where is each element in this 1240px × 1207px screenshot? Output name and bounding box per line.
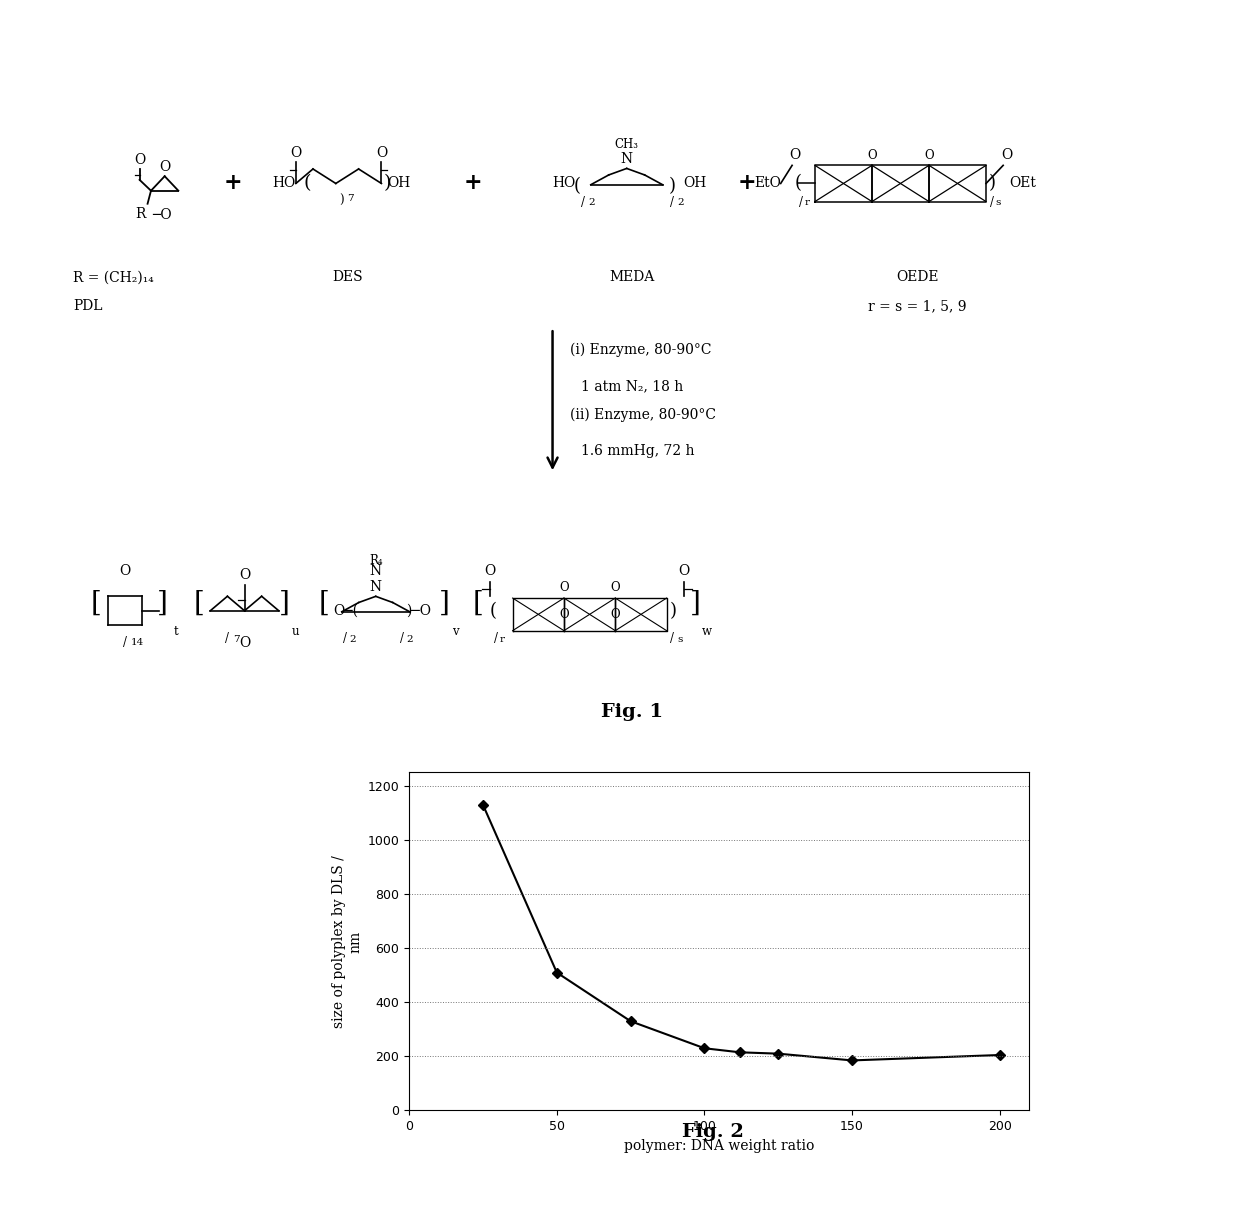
Text: s: s xyxy=(996,198,1001,206)
Text: 2: 2 xyxy=(350,635,356,643)
Text: ]: ] xyxy=(439,590,450,617)
Text: O: O xyxy=(239,567,250,582)
Text: O: O xyxy=(119,564,130,578)
Text: [: [ xyxy=(319,590,330,617)
Text: ]: ] xyxy=(689,590,701,617)
Text: [: [ xyxy=(91,590,102,617)
Text: O: O xyxy=(376,146,387,159)
Text: ): ) xyxy=(383,175,391,192)
Text: ─O: ─O xyxy=(153,208,172,222)
Text: /: / xyxy=(990,197,993,210)
Text: 1.6 mmHg, 72 h: 1.6 mmHg, 72 h xyxy=(582,444,694,459)
Text: /: / xyxy=(226,632,229,646)
Text: R₄: R₄ xyxy=(370,554,382,567)
Text: +: + xyxy=(223,173,243,194)
Text: 7: 7 xyxy=(233,635,239,643)
Text: ): ) xyxy=(988,175,996,192)
X-axis label: polymer: DNA weight ratio: polymer: DNA weight ratio xyxy=(624,1138,815,1153)
Text: r: r xyxy=(500,635,505,643)
Text: O: O xyxy=(134,153,145,167)
Text: HO: HO xyxy=(273,176,296,191)
Text: O: O xyxy=(559,582,569,595)
Text: 2: 2 xyxy=(677,198,683,206)
Text: O: O xyxy=(239,636,250,651)
Text: (: ( xyxy=(574,176,582,194)
Text: ]: ] xyxy=(157,590,167,617)
Text: +: + xyxy=(464,173,482,194)
Text: OH: OH xyxy=(683,176,707,191)
Text: /: / xyxy=(401,632,404,646)
Text: /: / xyxy=(494,632,497,646)
Text: (i) Enzyme, 80-90°C: (i) Enzyme, 80-90°C xyxy=(569,343,712,357)
Text: /: / xyxy=(343,632,347,646)
Text: O: O xyxy=(678,564,689,578)
Text: N: N xyxy=(621,152,632,167)
Text: O: O xyxy=(290,146,301,159)
Text: [: [ xyxy=(193,590,205,617)
Text: (: ( xyxy=(490,602,497,619)
Text: O: O xyxy=(484,564,496,578)
Text: ]: ] xyxy=(279,590,290,617)
Text: ): ) xyxy=(670,602,677,619)
Text: 7: 7 xyxy=(347,194,353,203)
Text: DES: DES xyxy=(332,270,362,285)
Text: (: ( xyxy=(795,175,801,192)
Text: /: / xyxy=(582,197,585,210)
Text: N: N xyxy=(370,564,382,578)
Y-axis label: size of polyplex by DLS /
nm: size of polyplex by DLS / nm xyxy=(332,855,362,1028)
Text: (ii) Enzyme, 80-90°C: (ii) Enzyme, 80-90°C xyxy=(569,408,715,422)
Text: Fig. 1: Fig. 1 xyxy=(601,704,663,721)
Text: 1 atm N₂, 18 h: 1 atm N₂, 18 h xyxy=(582,379,683,393)
Text: 2: 2 xyxy=(407,635,413,643)
Text: O: O xyxy=(610,582,620,595)
Text: ): ) xyxy=(340,194,343,208)
Text: 14: 14 xyxy=(130,639,144,647)
Text: O: O xyxy=(789,147,800,162)
Text: r = s = 1, 5, 9: r = s = 1, 5, 9 xyxy=(868,299,967,314)
Text: )─O: )─O xyxy=(407,604,432,618)
Text: /: / xyxy=(671,197,675,210)
Text: O: O xyxy=(559,608,569,620)
Text: MEDA: MEDA xyxy=(610,270,655,285)
Text: O: O xyxy=(610,608,620,620)
Text: O: O xyxy=(924,148,934,162)
Text: /: / xyxy=(800,197,804,210)
Text: OEt: OEt xyxy=(1009,176,1035,191)
Text: O: O xyxy=(1001,147,1012,162)
Text: v: v xyxy=(453,625,459,639)
Text: Fig. 2: Fig. 2 xyxy=(682,1123,744,1141)
Text: u: u xyxy=(293,625,300,639)
Text: O: O xyxy=(159,159,170,174)
Text: HO: HO xyxy=(552,176,575,191)
Text: s: s xyxy=(677,635,682,643)
Text: w: w xyxy=(702,625,712,639)
Text: PDL: PDL xyxy=(73,299,103,314)
Text: N: N xyxy=(370,581,382,594)
Text: O─(: O─( xyxy=(334,604,358,618)
Text: +: + xyxy=(737,173,756,194)
Text: [: [ xyxy=(472,590,484,617)
Text: t: t xyxy=(174,625,179,639)
Text: CH₃: CH₃ xyxy=(615,138,639,151)
Text: /: / xyxy=(123,636,126,649)
Text: R: R xyxy=(135,206,145,221)
Text: /: / xyxy=(671,632,675,646)
Text: OH: OH xyxy=(387,176,410,191)
Text: OEDE: OEDE xyxy=(897,270,939,285)
Text: EtO: EtO xyxy=(754,176,781,191)
Text: r: r xyxy=(805,198,810,206)
Text: (: ( xyxy=(303,175,311,192)
Text: ): ) xyxy=(668,176,676,194)
Text: R = (CH₂)₁₄: R = (CH₂)₁₄ xyxy=(73,270,154,285)
Text: O: O xyxy=(867,148,877,162)
Text: 2: 2 xyxy=(588,198,594,206)
